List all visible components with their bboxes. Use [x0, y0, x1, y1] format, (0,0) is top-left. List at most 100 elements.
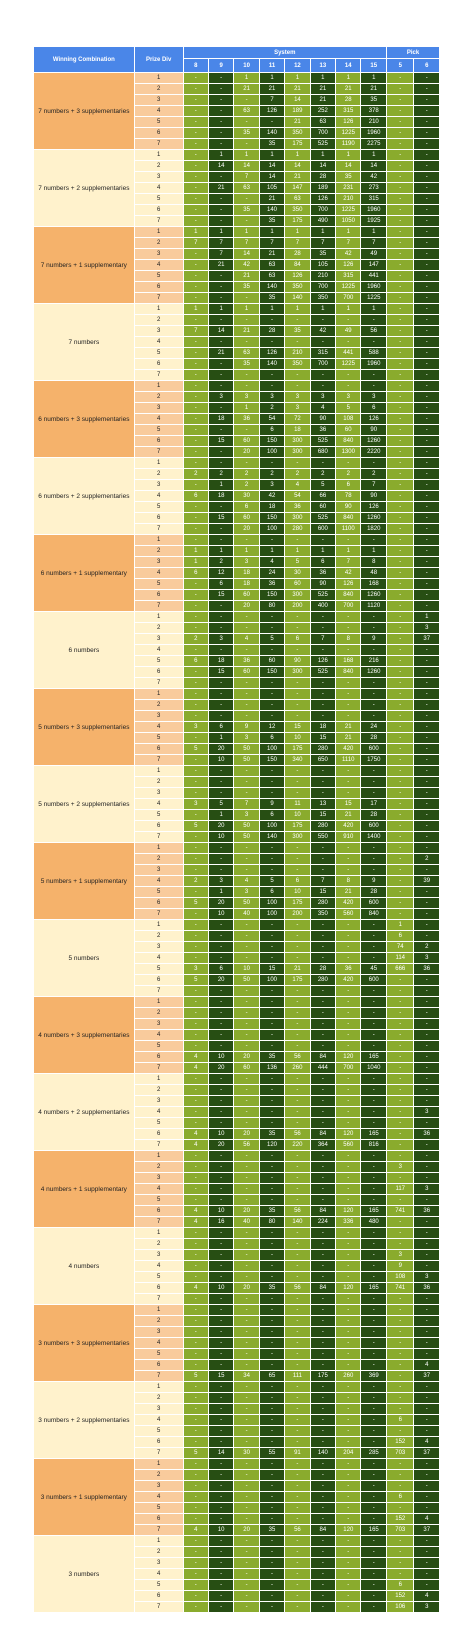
system-value-cell: 35 [234, 359, 260, 370]
system-value-cell: - [234, 865, 260, 876]
system-value-cell: - [183, 414, 209, 425]
system-value-cell: 444 [310, 1063, 337, 1074]
table-row: 5 3 6 10 15 21 28 36 45 666 36 [34, 964, 440, 975]
pick-value-cell: 4 [414, 1360, 440, 1371]
prize-div-cell: 1 [134, 1459, 184, 1470]
system-value-cell: - [259, 337, 286, 348]
table-row: 7---------- [34, 986, 440, 997]
table-row: 7-10 40 100 200 350 560 840- - [34, 909, 440, 920]
system-value-cell: 35 [259, 1206, 286, 1217]
system-value-cell: - [310, 953, 337, 964]
system-value-cell: - [259, 1250, 286, 1261]
system-value-cell: 14 [336, 161, 362, 172]
system-value-cell: 90 [310, 414, 337, 425]
system-value-cell: - [259, 1030, 286, 1041]
system-value-cell: 140 [310, 1448, 337, 1459]
system-value-cell: - [285, 1404, 311, 1415]
prize-div-cell: 5 [134, 1349, 184, 1360]
system-value-cell: 15 [259, 964, 286, 975]
system-value-cell: 210 [336, 194, 362, 205]
pick-value-cell: - [414, 1470, 440, 1481]
system-value-cell: - [234, 711, 260, 722]
system-value-cell: - [310, 1261, 337, 1272]
prize-div-cell: 7 [134, 1448, 184, 1459]
system-value-cell: - [336, 1250, 362, 1261]
prize-div-cell: 6 [134, 667, 184, 678]
system-value-cell: 3 [234, 392, 260, 403]
system-value-cell: 34 [234, 1371, 260, 1382]
table-row: 2---------- [34, 1008, 440, 1019]
header-system-8: 8 [183, 59, 209, 73]
system-value-cell: - [336, 1151, 362, 1162]
system-value-cell: 18 [259, 502, 286, 513]
system-value-cell: 4 [183, 1063, 209, 1074]
winning-combination-label: 7 numbers + 3 supplementaries [34, 73, 135, 150]
system-value-cell: - [183, 986, 209, 997]
pick-value-cell: - [387, 1338, 415, 1349]
system-value-cell: 21 [285, 84, 311, 95]
system-value-cell: - [183, 1261, 209, 1272]
pick-value-cell: - [387, 1151, 415, 1162]
system-value-cell: - [310, 1360, 337, 1371]
prize-div-cell: 3 [134, 172, 184, 183]
prize-div-cell: 6 [134, 975, 184, 986]
winning-combination-label: 5 numbers + 1 supplementary [34, 843, 135, 920]
pick-value-cell: 36 [414, 964, 440, 975]
system-value-cell: 1 [310, 73, 337, 84]
system-value-cell: 175 [285, 216, 311, 227]
system-value-cell: 6 [183, 491, 209, 502]
system-value-cell: 84 [285, 260, 311, 271]
table-row: 5-1 3 6 10 15 21 28- - [34, 733, 440, 744]
pick-value-cell: - [387, 601, 415, 612]
table-row: 5 numbers 1- - - - - - - -1- [34, 920, 440, 997]
system-value-cell: - [183, 348, 209, 359]
system-value-cell: 20 [234, 1206, 260, 1217]
system-value-cell: 336 [336, 1217, 362, 1228]
system-value-cell: 1 [285, 546, 311, 557]
system-value-cell: 6 [183, 568, 209, 579]
system-value-cell: - [208, 1415, 235, 1426]
system-value-cell: - [208, 205, 235, 216]
system-value-cell: 2 [183, 634, 209, 645]
winning-combination-label: 7 numbers + 2 supplementaries [34, 150, 135, 227]
system-value-cell: 147 [361, 260, 388, 271]
pick-value-cell: - [387, 1470, 415, 1481]
system-value-cell: - [234, 1393, 260, 1404]
prize-div-cell: 1 [134, 766, 184, 777]
table-row: 2---------- [34, 1470, 440, 1481]
prize-div-cell: 6 [134, 1129, 184, 1140]
prize-div-cell: 5 [134, 1503, 184, 1514]
system-value-cell: 9 [234, 722, 260, 733]
pick-value-cell: 152 [387, 1514, 415, 1525]
system-value-cell: 24 [361, 722, 388, 733]
system-value-cell: - [361, 1162, 388, 1173]
system-value-cell: - [361, 1360, 388, 1371]
system-value-cell: - [310, 1162, 337, 1173]
system-value-cell: 165 [361, 1129, 388, 1140]
system-value-cell: - [259, 1019, 286, 1030]
system-value-cell: 1 [208, 480, 235, 491]
system-value-cell: - [361, 612, 388, 623]
pick-value-cell: 4 [414, 1437, 440, 1448]
table-row: 3---------- [34, 1558, 440, 1569]
prize-div-cell: 4 [134, 337, 184, 348]
system-value-cell: - [285, 1382, 311, 1393]
system-value-cell: 50 [234, 975, 260, 986]
pick-value-cell: - [414, 579, 440, 590]
prize-div-cell: 2 [134, 315, 184, 326]
system-value-cell: 420 [336, 821, 362, 832]
prize-div-cell: 7 [134, 139, 184, 150]
system-value-cell: 3 [361, 392, 388, 403]
prize-div-cell: 6 [134, 1052, 184, 1063]
system-value-cell: - [361, 1184, 388, 1195]
system-value-cell: - [310, 1558, 337, 1569]
pick-value-cell: - [387, 491, 415, 502]
system-value-cell: 1 [234, 403, 260, 414]
system-value-cell: - [259, 1173, 286, 1184]
prize-div-cell: 4 [134, 722, 184, 733]
pick-value-cell: - [414, 513, 440, 524]
pick-value-cell: - [387, 975, 415, 986]
prize-div-cell: 6 [134, 359, 184, 370]
system-value-cell: - [234, 1294, 260, 1305]
